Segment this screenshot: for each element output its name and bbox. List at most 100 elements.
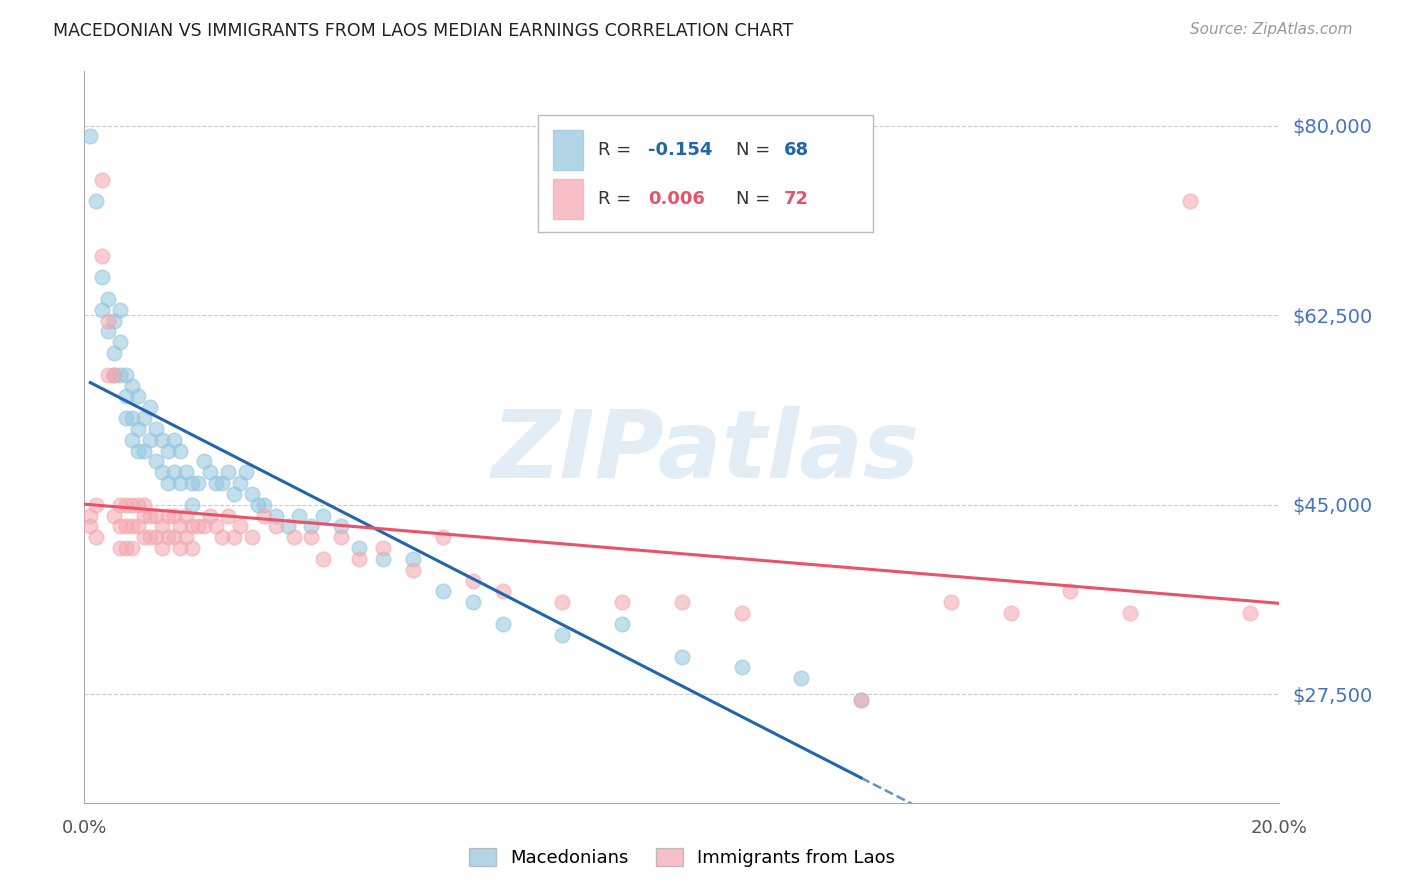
Point [174, 508, 197, 523]
Point [163, 508, 186, 523]
Point [790, 671, 813, 685]
Point [79, 519, 101, 533]
Point [1239, 606, 1261, 620]
Point [121, 411, 143, 425]
Point [163, 530, 186, 544]
Point [551, 628, 574, 642]
Point [91, 172, 114, 186]
Point [169, 443, 191, 458]
FancyBboxPatch shape [538, 115, 873, 232]
Point [461, 574, 484, 588]
Point [79, 129, 101, 144]
Point [174, 530, 197, 544]
Point [110, 302, 132, 317]
Point [103, 313, 125, 327]
Point [432, 530, 454, 544]
Point [731, 660, 754, 674]
Point [217, 508, 239, 523]
Point [402, 563, 425, 577]
Text: 68: 68 [783, 141, 808, 160]
Legend: Macedonians, Immigrants from Laos: Macedonians, Immigrants from Laos [461, 840, 903, 874]
Point [253, 508, 276, 523]
Point [115, 368, 138, 382]
Point [264, 508, 287, 523]
Point [169, 519, 191, 533]
Point [115, 389, 138, 403]
Point [121, 433, 143, 447]
Point [132, 411, 156, 425]
Text: N =: N = [735, 190, 776, 209]
Point [205, 476, 228, 491]
Text: Source: ZipAtlas.com: Source: ZipAtlas.com [1189, 22, 1353, 37]
Point [193, 519, 215, 533]
Point [157, 476, 180, 491]
Point [228, 476, 252, 491]
Point [301, 519, 323, 533]
Point [551, 595, 574, 609]
Point [349, 552, 371, 566]
Point [115, 411, 138, 425]
Text: R =: R = [599, 190, 637, 209]
Point [79, 508, 101, 523]
Point [103, 508, 125, 523]
Point [235, 465, 257, 479]
Point [330, 530, 353, 544]
Point [150, 519, 173, 533]
Point [127, 519, 149, 533]
Text: N =: N = [735, 141, 776, 160]
Point [97, 325, 120, 339]
Point [301, 530, 323, 544]
Point [169, 541, 191, 556]
Point [612, 617, 634, 632]
Text: -0.154: -0.154 [648, 141, 713, 160]
Text: R =: R = [599, 141, 637, 160]
Point [86, 530, 108, 544]
Point [103, 368, 125, 382]
Point [91, 302, 114, 317]
Text: 0.006: 0.006 [648, 190, 706, 209]
Point [103, 368, 125, 382]
Text: ZIPatlas: ZIPatlas [492, 406, 920, 498]
Point [97, 368, 120, 382]
Point [492, 584, 515, 599]
Point [492, 617, 515, 632]
Point [1059, 584, 1081, 599]
Point [181, 519, 204, 533]
Point [283, 530, 305, 544]
Point [150, 465, 173, 479]
FancyBboxPatch shape [553, 130, 582, 170]
Point [1119, 606, 1142, 620]
Point [288, 508, 311, 523]
Point [91, 270, 114, 285]
Point [612, 595, 634, 609]
Point [121, 519, 143, 533]
Point [110, 335, 132, 350]
Point [193, 454, 215, 468]
Point [264, 519, 287, 533]
Point [115, 541, 138, 556]
Point [150, 541, 173, 556]
Point [205, 519, 228, 533]
Point [1000, 606, 1022, 620]
Point [181, 498, 204, 512]
Point [211, 530, 233, 544]
Point [312, 552, 335, 566]
Point [211, 476, 233, 491]
Point [139, 433, 162, 447]
Point [198, 508, 221, 523]
Point [312, 508, 335, 523]
Point [127, 389, 149, 403]
Point [86, 194, 108, 209]
Point [132, 530, 156, 544]
Point [150, 433, 173, 447]
Point [115, 498, 138, 512]
Point [139, 508, 162, 523]
Point [222, 487, 245, 501]
Point [86, 498, 108, 512]
Point [731, 606, 754, 620]
Point [97, 292, 120, 306]
Point [246, 498, 269, 512]
Point [253, 498, 276, 512]
Point [181, 476, 204, 491]
Point [145, 422, 167, 436]
